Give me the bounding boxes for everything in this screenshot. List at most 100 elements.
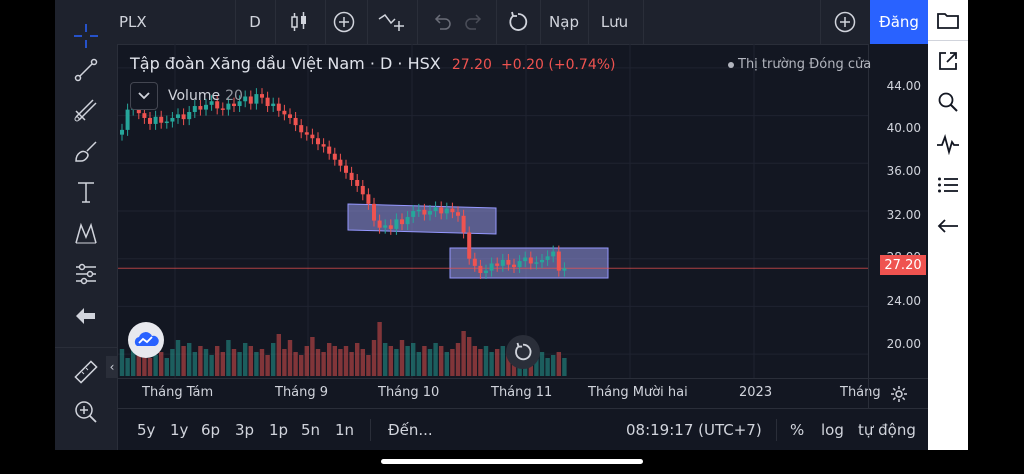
candle-body — [142, 113, 147, 118]
divider — [325, 0, 326, 44]
range-5d[interactable]: 5n — [301, 421, 321, 439]
price-axis-label: 24.00 — [886, 294, 921, 308]
zoom-tool[interactable] — [65, 394, 107, 430]
brush-tool[interactable] — [65, 134, 107, 170]
candle-body — [304, 132, 309, 135]
candle-body — [215, 101, 220, 109]
time-axis-label: Tháng Tám — [142, 385, 214, 400]
candle-body — [512, 264, 516, 268]
range-6m[interactable]: 6p — [201, 421, 221, 439]
volume-bar — [125, 358, 130, 376]
replay-button[interactable] — [506, 335, 540, 369]
text-icon — [78, 182, 94, 203]
candle-body — [372, 203, 376, 221]
candle-body — [332, 153, 337, 160]
reload-icon — [515, 342, 532, 361]
zoom-in-icon — [75, 401, 97, 423]
add-button[interactable] — [828, 0, 862, 44]
text-tool[interactable] — [65, 174, 107, 210]
candle-body — [562, 268, 567, 271]
pattern-tool[interactable] — [65, 216, 107, 252]
open-external-button[interactable] — [928, 41, 968, 81]
volume-bar — [259, 349, 265, 376]
candle-body — [528, 257, 533, 264]
clock-time[interactable]: 08:19:17 (UTC+7) — [626, 421, 762, 439]
percent-scale-toggle[interactable]: % — [790, 421, 805, 439]
time-axis-label: Tháng — [840, 385, 881, 400]
list-icon — [938, 177, 958, 193]
chart-settings-button[interactable] — [868, 378, 929, 409]
volume-bar — [411, 343, 416, 376]
volume-bar — [231, 349, 237, 376]
volume-bar — [422, 346, 427, 376]
search-button[interactable] — [928, 82, 968, 122]
price-chart[interactable] — [118, 44, 928, 378]
candle-body — [500, 259, 505, 266]
deposit-button[interactable]: Nạp — [543, 0, 585, 44]
collapse-legend-button[interactable] — [130, 82, 158, 110]
candle-body — [355, 179, 360, 186]
volume-bar — [276, 334, 281, 376]
divider — [776, 419, 777, 441]
range-1m[interactable]: 1p — [269, 421, 289, 439]
volume-bar — [444, 352, 449, 376]
candle-body — [349, 172, 354, 180]
chart-style-button[interactable] — [279, 0, 319, 44]
range-1d[interactable]: 1n — [335, 421, 355, 439]
symbol-search-button[interactable]: PLX — [119, 0, 174, 44]
candle-body — [265, 97, 270, 107]
candle-body — [428, 211, 432, 215]
back-button[interactable] — [65, 298, 107, 334]
search-icon — [938, 92, 958, 112]
folder-button[interactable] — [928, 0, 968, 40]
candle-body — [489, 263, 494, 271]
signin-button[interactable]: Đăng — [870, 0, 928, 44]
range-1y[interactable]: 1y — [170, 421, 189, 439]
volume-bar — [136, 355, 141, 376]
collapse-sidebar-button[interactable] — [928, 206, 968, 246]
collapse-toolbar-button[interactable]: ‹ — [106, 356, 118, 378]
candle-body — [394, 219, 399, 229]
indicators-button[interactable] — [327, 0, 361, 44]
volume-bar — [483, 346, 489, 376]
auto-scale-toggle[interactable]: tự động — [858, 421, 916, 439]
price-axis-label: 44.00 — [886, 79, 921, 93]
trendline-icon — [74, 58, 98, 82]
compare-button[interactable] — [371, 0, 411, 44]
reload-button[interactable] — [501, 0, 535, 44]
candle-body — [433, 207, 438, 211]
volume-bar — [271, 343, 276, 376]
external-link-icon — [939, 52, 957, 70]
interval-button[interactable]: D — [238, 0, 272, 44]
prediction-tool[interactable] — [65, 256, 107, 292]
range-5y[interactable]: 5y — [137, 421, 156, 439]
save-button[interactable]: Lưu — [592, 0, 637, 44]
volume-bar — [371, 340, 377, 376]
fib-tool[interactable] — [65, 92, 107, 128]
candle-body — [181, 114, 186, 120]
pulse-button[interactable] — [928, 124, 968, 164]
crosshair-tool[interactable] — [65, 18, 107, 54]
volume-bar — [360, 349, 365, 376]
tradingview-logo[interactable] — [128, 322, 164, 358]
undo-button[interactable] — [427, 0, 457, 44]
trendline-tool[interactable] — [65, 52, 107, 88]
ruler-tool[interactable] — [65, 354, 107, 390]
drawing-toolbar — [55, 24, 118, 450]
volume-bar — [159, 352, 164, 376]
log-scale-toggle[interactable]: log — [821, 421, 844, 439]
redo-button[interactable] — [459, 0, 489, 44]
candle-body — [467, 232, 472, 259]
candle-body — [164, 121, 169, 124]
undo-icon — [434, 14, 451, 30]
price-axis-label: 40.00 — [886, 121, 921, 135]
volume-bar — [556, 352, 561, 376]
goto-date-button[interactable]: Đến... — [388, 421, 433, 439]
watchlist-button[interactable] — [928, 165, 968, 205]
range-3m[interactable]: 3p — [235, 421, 255, 439]
legend-last-price: 27.20 — [451, 57, 492, 73]
plus-circle-icon — [834, 11, 856, 33]
market-status-label: Thị trường Đóng cửa — [738, 57, 872, 72]
time-axis[interactable]: Tháng Tám Tháng 9 Tháng 10 Tháng 11 Thán… — [118, 378, 881, 409]
price-axis[interactable]: 44.00 40.00 36.00 32.00 28.00 24.00 20.0… — [868, 44, 929, 378]
